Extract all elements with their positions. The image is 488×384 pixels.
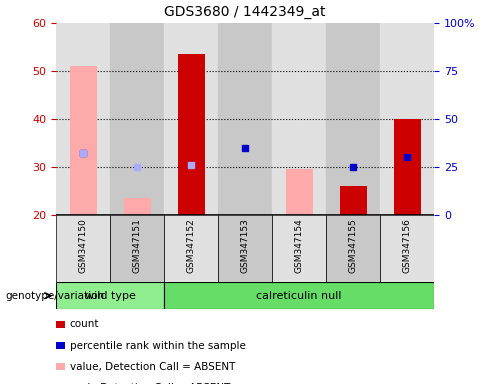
Text: GSM347156: GSM347156 <box>403 218 412 273</box>
Bar <box>218 215 272 282</box>
Text: GSM347151: GSM347151 <box>133 218 142 273</box>
Bar <box>178 54 204 215</box>
Bar <box>164 215 218 282</box>
Bar <box>272 215 326 282</box>
Text: GSM347154: GSM347154 <box>295 218 304 273</box>
Text: GSM347152: GSM347152 <box>187 218 196 273</box>
Text: count: count <box>70 319 99 329</box>
Text: percentile rank within the sample: percentile rank within the sample <box>70 341 245 351</box>
Bar <box>110 23 164 215</box>
Text: GSM347153: GSM347153 <box>241 218 250 273</box>
Bar <box>326 215 380 282</box>
Bar <box>178 165 204 215</box>
Bar <box>110 215 164 282</box>
Bar <box>380 215 434 282</box>
Bar <box>123 198 151 215</box>
Bar <box>380 23 434 215</box>
Bar <box>164 23 218 215</box>
Bar <box>272 23 326 215</box>
Bar <box>394 119 421 215</box>
Bar <box>340 186 367 215</box>
Bar <box>326 23 380 215</box>
Bar <box>218 23 272 215</box>
Bar <box>56 23 110 215</box>
Bar <box>164 282 434 309</box>
Text: GSM347150: GSM347150 <box>79 218 88 273</box>
Text: rank, Detection Call = ABSENT: rank, Detection Call = ABSENT <box>70 383 230 384</box>
Text: wild type: wild type <box>85 291 136 301</box>
Title: GDS3680 / 1442349_at: GDS3680 / 1442349_at <box>164 5 326 19</box>
Bar <box>56 215 110 282</box>
Bar <box>286 169 313 215</box>
Text: GSM347155: GSM347155 <box>349 218 358 273</box>
Bar <box>70 66 97 215</box>
Bar <box>56 282 164 309</box>
Text: calreticulin null: calreticulin null <box>257 291 342 301</box>
Text: value, Detection Call = ABSENT: value, Detection Call = ABSENT <box>70 362 235 372</box>
Text: genotype/variation: genotype/variation <box>5 291 104 301</box>
